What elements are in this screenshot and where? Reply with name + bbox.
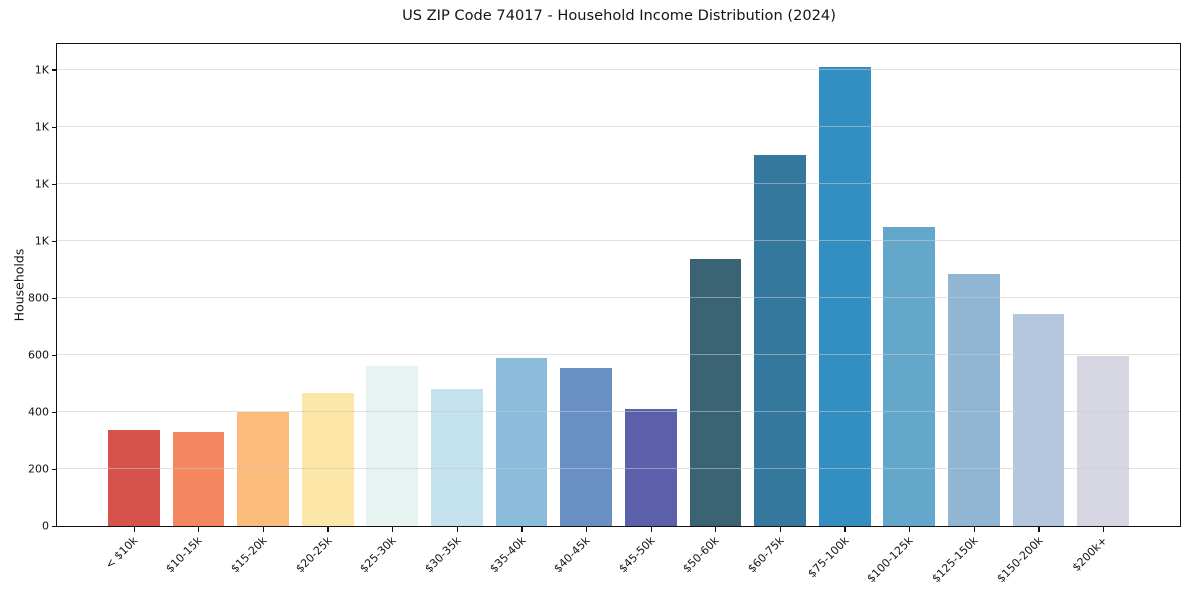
- y-axis-label: Households: [11, 248, 27, 322]
- bar-$25-30k: [366, 366, 419, 526]
- bar-slot: [102, 44, 167, 526]
- y-tick-mark: [51, 411, 56, 413]
- y-tick-label: 600: [28, 348, 49, 362]
- bar-slot: [425, 44, 490, 526]
- bar-slot: [554, 44, 619, 526]
- x-tick-mark: [909, 527, 911, 532]
- bar-$35-40k: [495, 357, 548, 526]
- bar-slot: [166, 44, 231, 526]
- y-tick-mark: [51, 126, 56, 128]
- x-tick-mark: [973, 527, 975, 532]
- bar-slot: [942, 44, 1007, 526]
- chart-title: US ZIP Code 74017 - Household Income Dis…: [402, 7, 836, 24]
- bar-slot: [683, 44, 748, 526]
- y-tick-mark: [51, 183, 56, 185]
- bar-slot: [812, 44, 877, 526]
- x-tick-mark: [392, 527, 394, 532]
- bar-$45-50k: [624, 409, 677, 526]
- y-tick-mark: [51, 354, 56, 356]
- x-tick-mark: [133, 527, 135, 532]
- y-tick-label: 400: [28, 405, 49, 419]
- y-tick-label: 0: [42, 519, 49, 533]
- bar-slot: [360, 44, 425, 526]
- bar-slot: [877, 44, 942, 526]
- x-tick-mark: [715, 527, 717, 532]
- bars-container: [57, 44, 1180, 526]
- y-tick-label: 1K: [34, 63, 49, 77]
- x-tick-mark: [1102, 527, 1105, 532]
- bar-slot: [1006, 44, 1071, 526]
- y-tick-mark: [51, 240, 56, 242]
- x-tick-mark: [844, 527, 846, 532]
- y-tick-mark: [51, 297, 56, 299]
- bar-slot: [489, 44, 554, 526]
- x-tick-mark: [327, 527, 329, 532]
- bar-< $10k: [107, 429, 160, 526]
- bar-$15-20k: [237, 411, 289, 526]
- bar-$40-45k: [560, 368, 613, 526]
- x-tick-mark: [262, 527, 265, 532]
- y-tick-mark: [51, 468, 56, 470]
- bar-$30-35k: [431, 389, 483, 526]
- bar-slot: [231, 44, 296, 526]
- x-tick-mark: [1038, 527, 1040, 532]
- bar-$20-25k: [301, 392, 354, 526]
- y-tick-label: 1K: [34, 177, 49, 191]
- bar-$60-75k: [754, 154, 806, 526]
- bar-slot: [619, 44, 684, 526]
- x-tick-mark: [585, 527, 588, 532]
- bar-$125-150k: [948, 273, 1000, 526]
- bar-$150-200k: [1012, 313, 1065, 526]
- x-tick-mark: [456, 527, 458, 532]
- y-tick-label: 1K: [34, 120, 49, 134]
- bar-$200k+: [1077, 355, 1130, 526]
- x-tick-mark: [779, 527, 782, 532]
- y-tick-mark: [51, 525, 56, 527]
- plot-area: [56, 43, 1181, 527]
- bar-slot: [748, 44, 813, 526]
- y-tick-mark: [51, 69, 56, 71]
- x-tick-mark: [650, 527, 652, 532]
- bar-$10-15k: [172, 432, 225, 526]
- bar-$50-60k: [689, 259, 742, 526]
- x-tick-mark: [521, 527, 523, 532]
- bar-$75-100k: [818, 66, 871, 526]
- bar-slot: [1071, 44, 1136, 526]
- bar-slot: [295, 44, 360, 526]
- y-tick-label: 800: [28, 291, 49, 305]
- bar-$100-125k: [883, 227, 936, 526]
- x-tick-mark: [198, 527, 200, 532]
- y-tick-label: 1K: [34, 234, 49, 248]
- y-tick-label: 200: [28, 462, 49, 476]
